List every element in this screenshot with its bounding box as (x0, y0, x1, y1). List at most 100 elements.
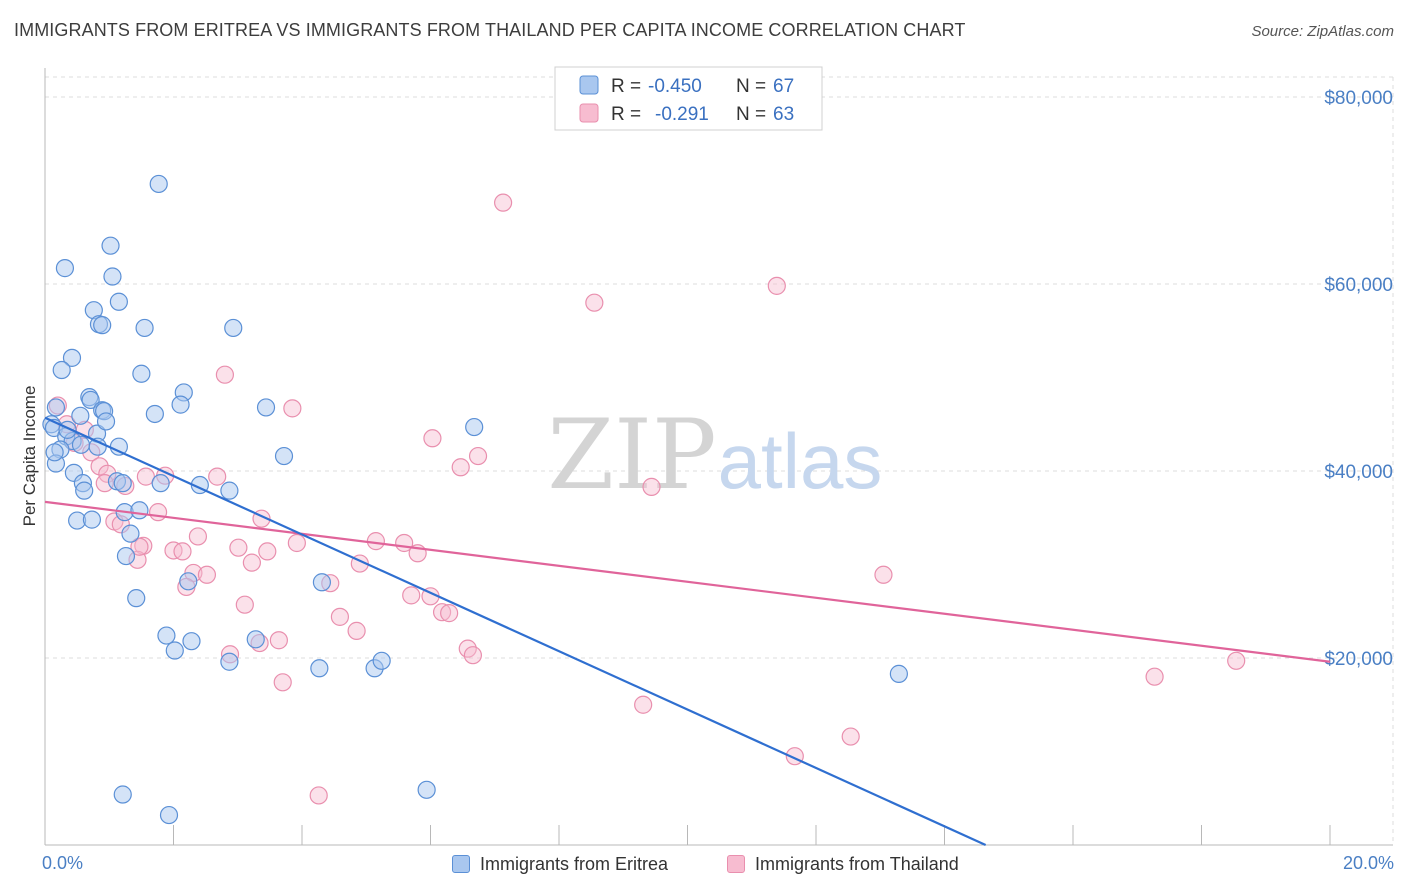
thailand-point (330, 607, 350, 626)
legend-r-value-eritrea: -0.450 (648, 76, 702, 97)
eritrea-point (159, 805, 179, 825)
eritrea-point (220, 652, 239, 671)
eritrea-point (113, 785, 132, 804)
y-tick-label: $20,000 (1324, 649, 1393, 670)
y-tick-label: $60,000 (1324, 275, 1393, 296)
thailand-point (287, 533, 306, 553)
thailand-point (642, 477, 661, 496)
eritrea-point (96, 412, 116, 431)
thailand-point (432, 603, 452, 622)
thailand-point (215, 365, 234, 384)
thailand-point (451, 458, 470, 477)
thailand-point (208, 467, 227, 486)
eritrea-point (121, 524, 140, 543)
legend-r-label-thailand: R = (611, 104, 641, 125)
thailand-point (1227, 651, 1246, 670)
legend-n-value-thailand: 63 (773, 104, 794, 125)
legend-swatch-eritrea (579, 75, 599, 95)
thailand-point (468, 446, 488, 466)
eritrea-point (132, 364, 151, 383)
eritrea-point (75, 481, 94, 500)
eritrea-point (372, 651, 391, 670)
thailand-point (874, 565, 893, 584)
thailand-point (269, 631, 288, 650)
eritrea-point (312, 573, 332, 592)
axes: $20,000 $40,000 $60,000 $80,000 0.0% 20.0% (42, 68, 1394, 873)
chart-title: IMMIGRANTS FROM ERITREA VS IMMIGRANTS FR… (14, 20, 966, 40)
eritrea-point (149, 174, 168, 194)
legend-n-value-eritrea: 67 (773, 76, 794, 97)
eritrea-point (224, 318, 243, 338)
y-axis-label: Per Capita Income (20, 386, 39, 527)
eritrea-point (465, 417, 484, 437)
legend-n-label-thailand: N = (736, 104, 766, 125)
eritrea-point (46, 398, 66, 417)
eritrea-point (82, 510, 102, 529)
thailand-point (402, 586, 421, 605)
eritrea-point (256, 398, 276, 417)
eritrea-point (130, 501, 149, 520)
thailand-point (423, 429, 442, 448)
bottom-legend-swatch-eritrea (452, 855, 470, 873)
thailand-point (494, 193, 513, 212)
y-tick-label: $80,000 (1324, 88, 1393, 109)
bottom-legend-label-thailand: Immigrants from Thailand (755, 853, 959, 874)
bottom-legend-thailand: Immigrants from Thailand (727, 851, 959, 877)
stats-legend: R = -0.450 N = 67 R = -0.291 N = 63 (554, 66, 823, 131)
thailand-point (585, 293, 604, 312)
trend-line-thailand (44, 500, 1331, 663)
bottom-legend-label-eritrea: Immigrants from Eritrea (480, 853, 669, 874)
thailand-point (229, 538, 248, 557)
thailand-point (273, 673, 292, 692)
eritrea-point (179, 572, 198, 591)
thailand-point (841, 727, 860, 746)
x-tick-label-min: 0.0% (42, 853, 83, 873)
eritrea-point (127, 589, 146, 608)
eritrea-point (151, 474, 170, 493)
thailand-point (148, 503, 168, 522)
thailand-point (309, 786, 328, 805)
eritrea-point (93, 316, 112, 335)
y-tick-label: $40,000 (1324, 462, 1393, 483)
eritrea-point (52, 360, 71, 380)
chart-source: Source: ZipAtlas.com (1251, 23, 1394, 40)
eritrea-point (220, 481, 239, 500)
thailand-point (347, 621, 366, 640)
trend-line-eritrea (44, 416, 987, 847)
eritrea-point (71, 435, 91, 454)
watermark: ZIP atlas (547, 399, 882, 511)
thailand-point (283, 399, 302, 418)
eritrea-point (310, 659, 329, 678)
legend-swatch-thailand (579, 103, 599, 123)
eritrea-point (145, 404, 164, 424)
thailand-point (242, 553, 261, 572)
eritrea-point (417, 780, 436, 799)
eritrea-point (109, 437, 128, 456)
eritrea-point (135, 318, 154, 338)
stats-legend-frame (554, 66, 823, 131)
eritrea-point (246, 630, 265, 649)
eritrea-point (101, 236, 120, 255)
thailand-point (366, 532, 385, 551)
eritrea-point (62, 348, 82, 367)
eritrea-point (71, 406, 90, 425)
watermark-atlas: atlas (718, 417, 883, 505)
legend-n-label-eritrea: N = (736, 76, 766, 97)
thailand-point (130, 537, 149, 556)
bottom-legend-eritrea: Immigrants from Eritrea (452, 851, 668, 877)
eritrea-point (182, 632, 201, 651)
eritrea-point (81, 390, 100, 410)
eritrea-point (171, 395, 190, 414)
watermark-zip: ZIP (547, 399, 716, 511)
legend-r-label-eritrea: R = (611, 76, 641, 97)
trend-lines (44, 416, 1331, 847)
eritrea-point (889, 664, 908, 683)
thailand-point (258, 542, 277, 561)
eritrea-point (165, 641, 184, 660)
thailand-point (235, 595, 254, 614)
eritrea-point (45, 443, 64, 462)
thailand-point (1145, 667, 1164, 686)
x-tick-label-max: 20.0% (1343, 853, 1394, 873)
eritrea-point (157, 626, 176, 645)
